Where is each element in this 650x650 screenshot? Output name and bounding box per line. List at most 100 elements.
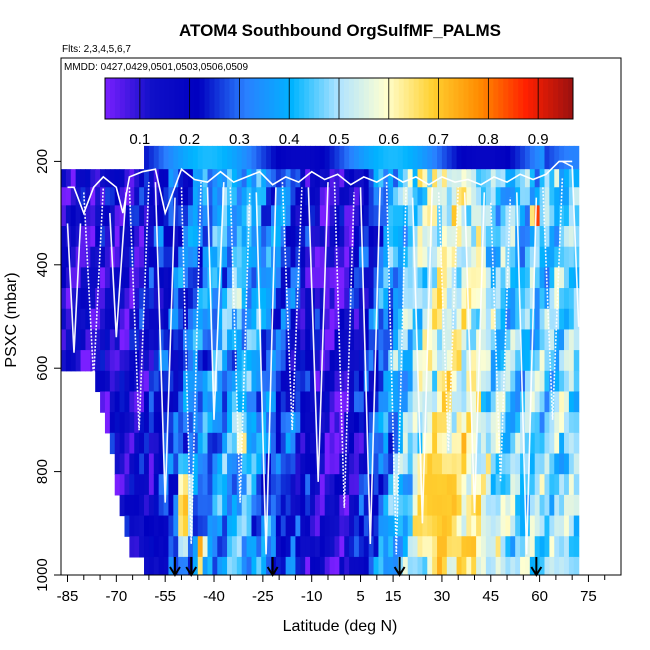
heatmap-cell <box>373 515 380 537</box>
heatmap-cell <box>402 226 409 248</box>
heatmap-cell <box>153 412 160 434</box>
heatmap-cell <box>441 226 448 248</box>
heatmap-cell <box>70 350 77 372</box>
heatmap-cell <box>124 187 130 206</box>
heatmap-cell <box>339 145 345 170</box>
heatmap-cell <box>539 169 546 188</box>
heatmap-cell <box>446 226 453 248</box>
heatmap-cell <box>402 556 409 575</box>
heatmap-cell <box>490 494 497 517</box>
heatmap-cell <box>544 494 550 517</box>
heatmap-cell <box>314 391 321 413</box>
heatmap-cell <box>393 145 399 170</box>
heatmap-cell <box>461 350 467 372</box>
heatmap-cell <box>246 432 253 455</box>
heatmap-cell <box>485 412 492 434</box>
heatmap-cell <box>354 246 360 268</box>
heatmap-cell <box>227 370 233 393</box>
heatmap-cell <box>217 187 223 206</box>
heatmap-cell <box>510 329 516 351</box>
heatmap-cell <box>314 329 321 351</box>
heatmap-cell <box>329 329 336 351</box>
heatmap-cell <box>388 494 394 517</box>
heatmap-cell <box>568 246 575 268</box>
heatmap-cell <box>134 329 140 351</box>
heatmap-cell <box>227 474 233 496</box>
x-axis-label: Latitude (deg N) <box>283 618 398 635</box>
heatmap-cell <box>388 169 394 188</box>
heatmap-cell <box>261 329 267 351</box>
heatmap-cell <box>505 288 511 310</box>
heatmap-cell <box>275 226 282 248</box>
heatmap-cell <box>564 391 570 413</box>
heatmap-cell <box>300 494 306 517</box>
colorbar-segment <box>418 78 425 119</box>
heatmap-cell <box>187 494 194 517</box>
heatmap-cell <box>290 246 297 268</box>
heatmap-cell <box>85 350 91 372</box>
heatmap-cell <box>559 556 565 575</box>
heatmap-cell <box>412 515 419 537</box>
heatmap-cell <box>354 474 360 496</box>
flight-profile-top <box>67 160 573 216</box>
heatmap-cell <box>222 412 228 434</box>
heatmap-cell <box>144 474 150 496</box>
heatmap-cell <box>471 329 477 351</box>
heatmap-cell <box>349 350 355 372</box>
heatmap-cell <box>183 187 189 206</box>
heatmap-cell <box>129 308 135 331</box>
heatmap-cell <box>344 370 350 393</box>
heatmap-cell <box>481 453 487 475</box>
heatmap-cell <box>275 474 282 496</box>
heatmap-cell <box>524 145 531 170</box>
colorbar-segment <box>523 78 529 119</box>
heatmap-cell <box>212 556 218 575</box>
heatmap-cell <box>441 515 448 537</box>
heatmap-cell <box>314 267 321 289</box>
heatmap-cell <box>441 246 448 268</box>
heatmap-cell <box>520 453 526 475</box>
heatmap-cell <box>139 205 145 227</box>
heatmap-cell <box>393 474 399 496</box>
heatmap-cell <box>300 515 306 537</box>
heatmap-cell <box>334 350 340 372</box>
heatmap-cell <box>524 205 531 227</box>
heatmap-cell <box>222 391 228 413</box>
heatmap-cell <box>354 329 360 351</box>
heatmap-cell <box>266 515 272 537</box>
heatmap-cell <box>544 329 550 351</box>
heatmap-cell <box>378 267 384 289</box>
heatmap-cell <box>397 453 404 475</box>
heatmap-cell <box>510 288 516 310</box>
heatmap-cell <box>471 432 477 455</box>
heatmap-cell <box>349 515 355 537</box>
heatmap-cell <box>153 370 160 393</box>
flight-profile <box>385 182 407 555</box>
heatmap-cell <box>354 267 360 289</box>
heatmap-cell <box>539 308 546 331</box>
heatmap-cell <box>524 226 531 248</box>
heatmap-cell <box>422 350 428 372</box>
heatmap-cell <box>529 267 536 289</box>
heatmap-cell <box>183 205 189 227</box>
heatmap-cell <box>222 145 228 170</box>
heatmap-cell <box>300 453 306 475</box>
heatmap-cell <box>490 453 497 475</box>
heatmap-cell <box>124 205 130 227</box>
heatmap-cell <box>231 453 238 475</box>
heatmap-cell <box>559 391 565 413</box>
heatmap-cell <box>481 145 487 170</box>
heatmap-cell <box>373 145 380 170</box>
heatmap-cell <box>202 432 209 455</box>
heatmap-cell <box>90 308 96 331</box>
heatmap-cell <box>290 169 297 188</box>
heatmap-cell <box>451 169 458 188</box>
heatmap-cell <box>319 288 326 310</box>
heatmap-cell <box>378 412 384 434</box>
heatmap-cell <box>461 145 467 170</box>
heatmap-cell <box>329 391 336 413</box>
x-tick-label: -40 <box>203 588 225 605</box>
heatmap-cell <box>427 494 433 517</box>
heatmap-cell <box>305 267 311 289</box>
heatmap-cell <box>529 246 536 268</box>
